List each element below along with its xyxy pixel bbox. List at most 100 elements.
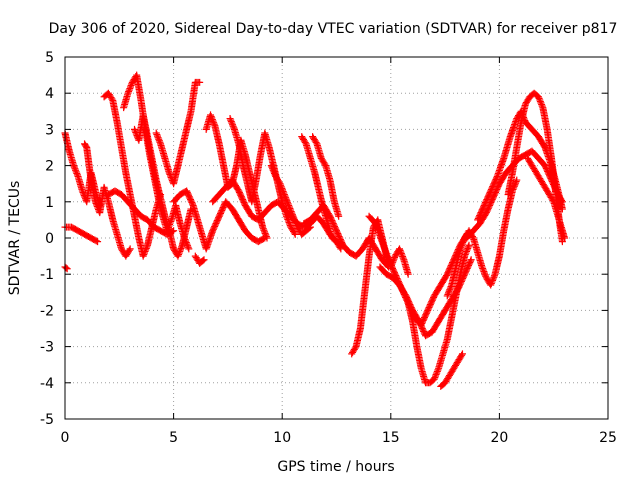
data-point (108, 95, 116, 103)
data-point (444, 290, 452, 298)
x-axis-label: GPS time / hours (277, 459, 394, 475)
data-point (306, 223, 314, 231)
data-point (489, 276, 497, 284)
data-point (285, 203, 293, 211)
series-track-aa (504, 89, 566, 246)
data-point (431, 372, 439, 380)
data-point (561, 234, 569, 242)
data-point (286, 220, 294, 228)
data-point (549, 196, 557, 204)
data-point (487, 280, 495, 288)
y-tick-label: 1 (45, 195, 54, 211)
data-point (142, 246, 150, 254)
x-axis-ticks: 0 5 10 15 20 25 (61, 57, 617, 446)
data-point (445, 287, 453, 295)
data-point (261, 229, 269, 237)
data-point (124, 89, 132, 97)
chart-title: Day 306 of 2020, Sidereal Day-to-day VTE… (49, 21, 618, 37)
data-point (462, 249, 470, 257)
data-point (155, 135, 163, 143)
data-point (188, 200, 196, 208)
data-point (155, 137, 163, 145)
data-point (178, 243, 186, 251)
data-point (464, 243, 472, 251)
data-point (209, 117, 217, 125)
data-point (269, 166, 277, 174)
y-tick-label: 2 (45, 159, 54, 175)
data-point (269, 165, 277, 173)
data-point (154, 134, 162, 142)
data-point (458, 240, 466, 248)
data-point (207, 112, 215, 120)
data-point (538, 102, 546, 110)
data-point (461, 252, 469, 260)
data-point (399, 253, 407, 261)
x-tick-label: 20 (490, 430, 508, 446)
y-tick-label: -1 (40, 267, 54, 283)
data-point (165, 169, 173, 177)
data-point (434, 366, 442, 374)
data-point (479, 266, 487, 274)
data-point (166, 170, 174, 178)
data-point (447, 283, 455, 291)
data-point (176, 246, 184, 254)
data-point (260, 226, 268, 234)
data-point (480, 268, 488, 276)
y-tick-label: -2 (40, 303, 54, 319)
data-point (458, 350, 466, 358)
data-point (290, 215, 298, 223)
data-point (208, 114, 216, 122)
data-point (457, 243, 465, 251)
data-point (312, 138, 320, 146)
data-point (395, 245, 403, 253)
data-point (125, 86, 133, 94)
data-point (391, 254, 399, 262)
data-point (270, 169, 278, 177)
data-point (126, 85, 134, 93)
data-point (488, 278, 496, 286)
data-point (126, 83, 134, 91)
data-point (458, 351, 466, 359)
data-point (443, 292, 451, 300)
series-track-x (443, 176, 521, 300)
data-point (321, 160, 329, 168)
data-point (464, 244, 472, 252)
data-point (284, 200, 292, 208)
data-point (261, 228, 269, 236)
data-point (94, 238, 102, 246)
data-point (287, 206, 295, 214)
data-point (431, 374, 439, 382)
data-point (446, 284, 454, 292)
data-point (78, 187, 86, 195)
data-point (262, 232, 270, 240)
data-point (404, 270, 412, 278)
data-point (285, 218, 293, 226)
data-point (91, 198, 99, 206)
data-point (537, 99, 545, 107)
data-point (433, 367, 441, 375)
data-point (175, 249, 183, 257)
data-point (397, 248, 405, 256)
data-point (430, 375, 438, 383)
data-point (207, 111, 215, 119)
data-point (73, 169, 81, 177)
series-track-n (209, 176, 340, 246)
series-track-j (170, 187, 269, 253)
data-point (292, 218, 300, 226)
data-point (281, 192, 289, 200)
data-point (271, 171, 279, 179)
data-point (445, 289, 453, 297)
y-axis-ticks: -5 -4 -3 -2 -1 0 1 2 3 4 5 (40, 50, 608, 428)
data-point (283, 198, 291, 206)
data-point (128, 80, 136, 88)
data-point (259, 223, 267, 231)
data-point (227, 118, 235, 126)
data-point (280, 189, 288, 197)
data-point (70, 162, 78, 170)
data-point (277, 181, 285, 189)
data-point (141, 247, 149, 255)
data-point (493, 174, 501, 182)
data-point (267, 162, 275, 170)
data-point (177, 244, 185, 252)
